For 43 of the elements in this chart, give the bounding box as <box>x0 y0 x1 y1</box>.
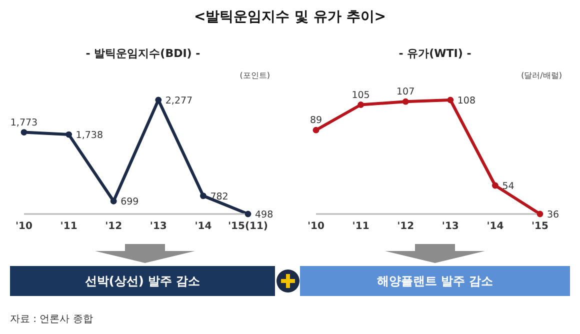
point <box>244 210 252 218</box>
data-label: 108 <box>457 96 476 106</box>
point <box>536 210 544 218</box>
point <box>358 102 364 108</box>
y-axis-title: (포인트) <box>240 70 270 81</box>
x-tick-label: '10 <box>308 221 325 232</box>
text: 자료 : 언론사 종합 <box>10 313 93 326</box>
data-label: 54 <box>502 181 514 192</box>
x-tick-label: '13 <box>150 221 167 232</box>
point <box>402 98 409 105</box>
point <box>20 129 28 136</box>
chart-subtitle: - 발틱운임지수(BDI) - <box>84 46 202 61</box>
x-tick-label: '12 <box>105 221 122 232</box>
data-label: 699 <box>120 196 139 208</box>
data-label: 498 <box>255 210 274 220</box>
data-label: 1,773 <box>10 117 38 128</box>
text: 해양플랜트 발주 감소 <box>300 266 570 296</box>
point <box>447 96 454 104</box>
x-tick-label: '10 <box>16 221 33 232</box>
point <box>312 126 320 134</box>
x-tick-label: '15 <box>532 221 549 232</box>
point <box>200 192 206 199</box>
data-label: 2,277 <box>165 96 193 106</box>
x-tick-label: '12 <box>397 221 414 232</box>
x-tick-label: '14 <box>194 221 212 232</box>
point <box>66 131 72 138</box>
text: <발틱운임지수 및 유가 추이> <box>192 8 388 26</box>
data-label: 782 <box>210 191 228 202</box>
data-label: 107 <box>396 86 415 98</box>
data-label: 36 <box>547 210 560 220</box>
data-label: 89 <box>310 115 322 126</box>
x-tick-label: '11 <box>60 221 78 232</box>
point <box>492 182 498 189</box>
chart-subtitle: - 유가(WTI) - <box>398 46 472 61</box>
x-tick-label: '11 <box>352 221 370 232</box>
data-label: 1,738 <box>76 130 104 142</box>
point <box>110 198 117 204</box>
x-tick-label: '14 <box>486 221 504 232</box>
x-tick-label: '15(11) <box>228 221 268 232</box>
text: 선박(상선) 발주 감소 <box>10 266 275 296</box>
x-tick-label: '13 <box>442 221 459 232</box>
data-label: 105 <box>352 90 370 101</box>
y-axis-title: (달러/배럴) <box>521 70 562 81</box>
